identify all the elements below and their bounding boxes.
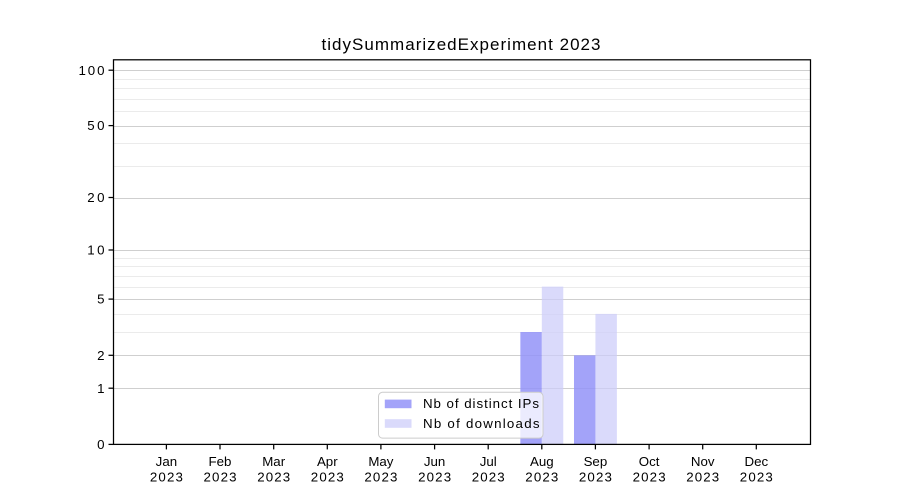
svg-text:Jan: Jan bbox=[156, 454, 177, 469]
svg-text:2023: 2023 bbox=[633, 470, 666, 485]
svg-text:2: 2 bbox=[97, 348, 104, 363]
svg-text:5: 5 bbox=[97, 292, 104, 307]
svg-text:2023: 2023 bbox=[579, 470, 612, 485]
svg-text:Oct: Oct bbox=[639, 454, 660, 469]
svg-text:2023: 2023 bbox=[150, 470, 183, 485]
svg-text:2023: 2023 bbox=[364, 470, 397, 485]
svg-text:Aug: Aug bbox=[530, 454, 554, 469]
svg-text:Apr: Apr bbox=[317, 454, 338, 469]
svg-text:2023: 2023 bbox=[740, 470, 773, 485]
svg-text:Mar: Mar bbox=[262, 454, 285, 469]
svg-text:2023: 2023 bbox=[204, 470, 237, 485]
svg-text:1: 1 bbox=[97, 381, 104, 396]
svg-text:2023: 2023 bbox=[472, 470, 505, 485]
svg-text:2023: 2023 bbox=[311, 470, 344, 485]
svg-text:Dec: Dec bbox=[744, 454, 768, 469]
svg-text:Nb of distinct IPs: Nb of distinct IPs bbox=[423, 396, 539, 411]
svg-text:2023: 2023 bbox=[686, 470, 719, 485]
svg-text:Feb: Feb bbox=[209, 454, 232, 469]
svg-text:100: 100 bbox=[79, 63, 105, 78]
svg-text:tidySummarizedExperiment 2023: tidySummarizedExperiment 2023 bbox=[322, 35, 601, 54]
svg-text:May: May bbox=[368, 454, 393, 469]
svg-text:0: 0 bbox=[97, 437, 104, 452]
svg-text:Nb of downloads: Nb of downloads bbox=[423, 416, 540, 431]
svg-text:Jul: Jul bbox=[480, 454, 497, 469]
svg-text:2023: 2023 bbox=[418, 470, 451, 485]
svg-text:2023: 2023 bbox=[525, 470, 558, 485]
svg-text:Sep: Sep bbox=[584, 454, 608, 469]
svg-text:Jun: Jun bbox=[424, 454, 445, 469]
svg-text:2023: 2023 bbox=[257, 470, 290, 485]
svg-text:Nov: Nov bbox=[691, 454, 715, 469]
